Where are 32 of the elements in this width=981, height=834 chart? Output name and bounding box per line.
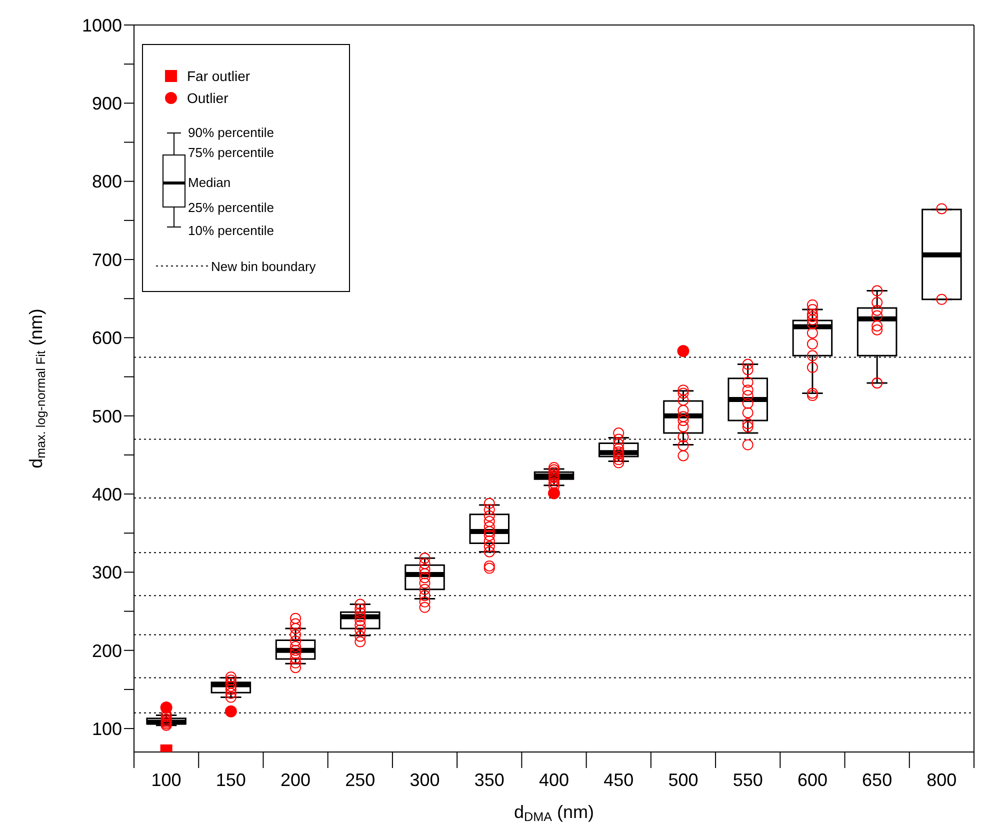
x-tick-label: 300 (410, 770, 440, 790)
x-tick-label: 450 (604, 770, 634, 790)
annotation: 75% percentile (188, 145, 274, 160)
x-tick-label: 400 (538, 770, 570, 790)
y-tick-label: 700 (92, 250, 122, 270)
y-tick-label: 400 (92, 484, 122, 504)
legend-label: Outlier (187, 90, 228, 106)
annotation: New bin boundary (211, 259, 316, 274)
annotation: 25% percentile (188, 200, 274, 215)
x-tick-label: 600 (797, 770, 828, 790)
x-tick-label: 800 (926, 770, 957, 790)
y-tick-label: 200 (92, 640, 122, 661)
x-tick-label: 100 (151, 770, 182, 790)
x-tick-label: 200 (280, 770, 311, 790)
y-tick-label: 100 (92, 718, 122, 739)
y-tick-label: 1000 (82, 15, 122, 36)
annotation: 10% percentile (188, 223, 274, 238)
y-tick-label: 300 (92, 562, 122, 583)
y-tick-label: 600 (92, 328, 122, 348)
annotation: Median (188, 175, 231, 190)
legend-label: Far outlier (187, 68, 250, 84)
x-tick-label: 350 (474, 770, 504, 790)
annotation: 90% percentile (188, 125, 274, 140)
x-tick-label: 650 (862, 770, 892, 790)
y-tick-label: 900 (92, 94, 122, 114)
y-tick-label: 500 (92, 406, 122, 426)
x-tick-label: 550 (732, 770, 763, 790)
y-tick-label: 800 (92, 172, 122, 192)
x-axis-title: d$_{DMA}$ (nm) (514, 802, 594, 824)
x-tick-label: 150 (216, 770, 246, 790)
x-tick-label: 250 (345, 770, 376, 790)
x-tick-label: 500 (668, 770, 698, 790)
